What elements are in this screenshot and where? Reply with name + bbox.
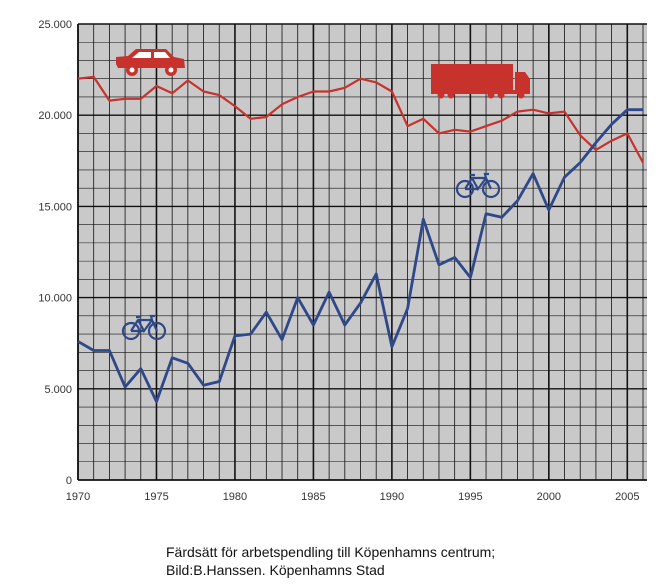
x-tick-label: 1970	[66, 491, 90, 503]
y-tick-label: 5.000	[44, 384, 72, 396]
commute-chart: 0 5.000 10.000 15.000 20.000 25.000 1970 1975 1…	[38, 19, 647, 503]
bicycle-icon	[455, 172, 501, 199]
x-tick-label: 2005	[615, 491, 639, 503]
x-tick-label: 1980	[223, 491, 247, 503]
y-tick-label: 0	[66, 475, 72, 487]
x-tick-label: 1995	[458, 491, 482, 503]
vertical-gridlines	[77, 24, 644, 480]
y-tick-labels: 0 5.000 10.000 15.000 20.000 25.000	[38, 19, 72, 487]
car-icon	[116, 49, 185, 76]
x-tick-labels: 1970 1975 1980 1985 1990 1995 2000 2005	[66, 491, 640, 503]
x-tick-label: 1975	[144, 491, 168, 503]
caption-line-2: Bild:B.Hanssen. Köpenhamns Stad	[166, 562, 385, 578]
x-tick-label: 1985	[301, 491, 325, 503]
caption-line-1: Färdsätt för arbetspendling till Köpenha…	[166, 544, 496, 560]
y-tick-label: 10.000	[38, 293, 72, 305]
figure-caption: Färdsätt för arbetspendling till Köpenha…	[166, 543, 646, 579]
y-tick-label: 25.000	[38, 19, 72, 31]
series-layer	[77, 75, 644, 404]
x-tick-label: 2000	[537, 491, 561, 503]
y-tick-label: 20.000	[38, 110, 72, 122]
truck-icon	[431, 64, 530, 99]
y-tick-label: 15.000	[38, 201, 72, 213]
plot-area	[78, 24, 647, 480]
bicycle-icon	[121, 314, 167, 341]
x-tick-label: 1990	[380, 491, 404, 503]
